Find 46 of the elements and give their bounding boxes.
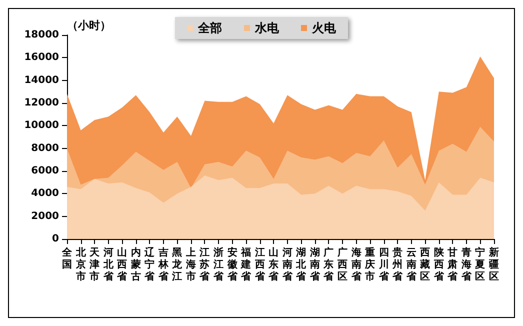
x-tick-label: 贵州省 bbox=[392, 246, 404, 282]
x-tick-label: 宁夏区 bbox=[474, 246, 486, 282]
x-tick-label: 江苏省 bbox=[198, 246, 211, 282]
x-tick-label: 湖北省 bbox=[295, 246, 308, 282]
y-tick-label: 10000 bbox=[24, 120, 60, 132]
x-tick-label: 天津市 bbox=[88, 246, 101, 282]
y-axis-title: （小时） bbox=[67, 19, 111, 32]
x-tick-label: 新疆区 bbox=[488, 246, 499, 282]
x-tick-label: 山东省 bbox=[268, 246, 280, 282]
y-tick-label: 16000 bbox=[24, 52, 60, 64]
x-tick-label: 陕西省 bbox=[432, 246, 445, 282]
x-tick-label: 青海省 bbox=[460, 246, 472, 282]
x-tick-label: 辽宁省 bbox=[144, 246, 156, 282]
x-tick-label: 安徽省 bbox=[226, 246, 238, 282]
x-tick-label: 福建省 bbox=[240, 246, 252, 282]
x-tick-label: 四川省 bbox=[378, 248, 390, 282]
legend-label: 火电 bbox=[311, 21, 337, 35]
y-tick-label: 2000 bbox=[31, 210, 60, 222]
x-tick-label: 北京市 bbox=[74, 246, 87, 282]
y-tick-label: 18000 bbox=[24, 30, 60, 40]
y-tick-label: 8000 bbox=[31, 142, 60, 154]
y-tick-label: 14000 bbox=[24, 74, 60, 86]
y-tick-label: 6000 bbox=[31, 166, 60, 176]
legend-label: 水电 bbox=[254, 21, 280, 35]
y-tick-label: 0 bbox=[52, 234, 60, 244]
y-tick-label: 12000 bbox=[24, 98, 60, 108]
x-tick-label: 上海市 bbox=[184, 246, 196, 282]
x-tick-label: 海南省 bbox=[350, 246, 362, 282]
x-tick-label: 湖南省 bbox=[308, 246, 321, 282]
x-tick-label: 西藏区 bbox=[419, 248, 430, 282]
x-tick-label: 甘肃省 bbox=[446, 246, 459, 282]
x-tick-label: 重庆市 bbox=[364, 246, 376, 282]
x-tick-label: 黑龙江 bbox=[171, 246, 184, 282]
x-tick-label: 浙江省 bbox=[212, 246, 225, 282]
x-tick-label: 内蒙古 bbox=[130, 246, 141, 282]
x-tick-label: 河南省 bbox=[281, 246, 294, 282]
legend-label: 全部 bbox=[197, 21, 222, 35]
x-tick-label: 吉林省 bbox=[157, 246, 170, 282]
y-tick-label: 4000 bbox=[31, 188, 60, 200]
x-tick-label: 山西省 bbox=[116, 246, 128, 282]
x-tick-label: 云南省 bbox=[405, 248, 418, 282]
x-tick-label: 河北省 bbox=[102, 246, 114, 282]
x-tick-label: 江西省 bbox=[254, 246, 266, 282]
x-tick-label: 广东省 bbox=[322, 246, 335, 282]
x-tick-label: 广西区 bbox=[336, 246, 348, 282]
x-tick-label: 全国 bbox=[61, 246, 73, 270]
